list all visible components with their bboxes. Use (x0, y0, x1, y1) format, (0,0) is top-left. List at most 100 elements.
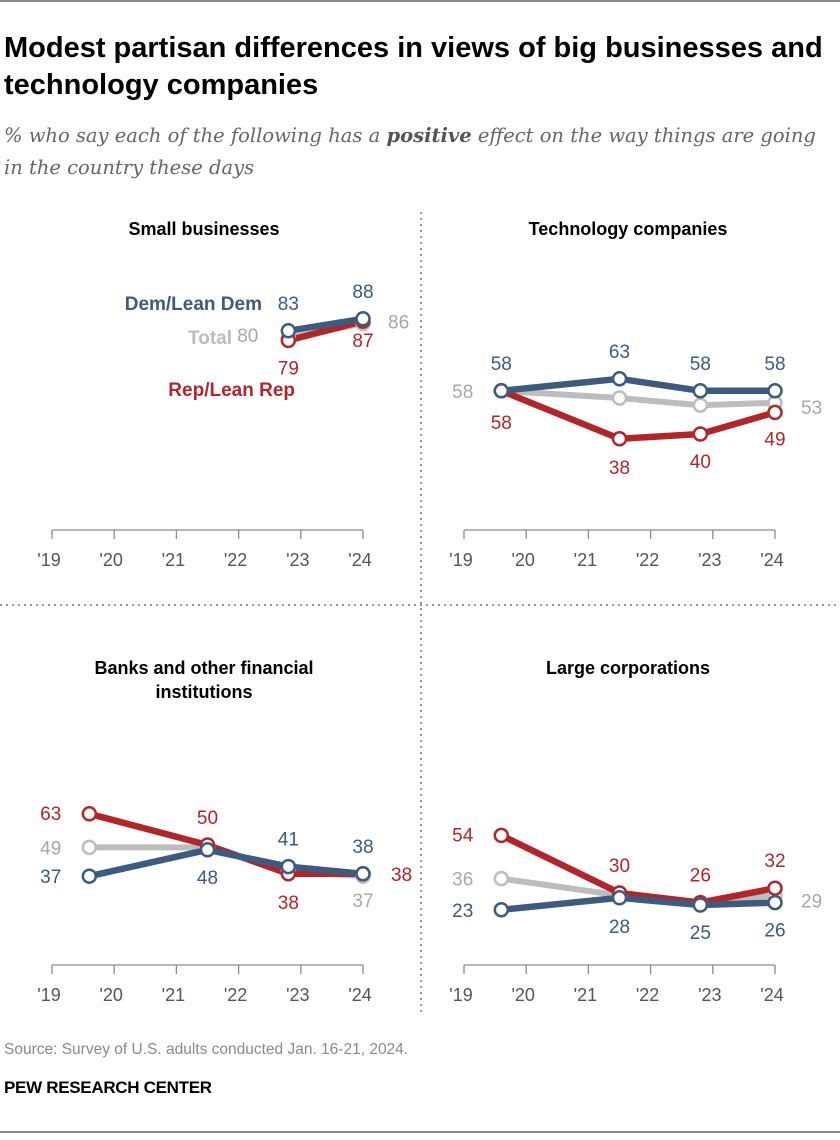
data-point-dem (767, 894, 783, 911)
data-point-dem (280, 323, 297, 339)
data-label-dem: 63 (609, 342, 630, 363)
data-label-dem: 38 (352, 837, 373, 858)
data-label-rep: 49 (764, 429, 785, 450)
data-point-total (692, 397, 709, 413)
data-label-total: 58 (452, 382, 473, 403)
data-label-dem: 37 (40, 867, 61, 888)
legend-label-dem: Dem/Lean Dem (125, 294, 262, 315)
data-label-rep: 30 (609, 856, 630, 877)
panel-title-technology-companies: Technology companies (528, 219, 728, 239)
series-line-rep (287, 318, 364, 344)
data-point-dem (81, 868, 98, 884)
data-label-dem: 58 (690, 354, 711, 375)
panel-title-banks: Banks and other financial institutions (14, 656, 394, 704)
panel-title-banks-text: Banks and other financial institutions (94, 658, 314, 702)
bottom-rule (0, 1131, 840, 1133)
data-point-rep (767, 880, 783, 896)
data-label-total: 80 (237, 326, 258, 347)
series-line-dem (287, 315, 364, 335)
data-label-total: 53 (801, 398, 822, 419)
x-tick-label: '22 (636, 985, 659, 1005)
series-line-dem (500, 375, 775, 395)
x-tick-label: '22 (224, 985, 247, 1005)
series-line-rep (500, 387, 776, 443)
data-point-dem (355, 866, 371, 882)
x-tick-label: '24 (760, 550, 783, 570)
data-label-dem: 58 (764, 354, 785, 375)
data-label-dem: 83 (278, 294, 299, 315)
data-label-rep: 50 (197, 808, 218, 829)
x-tick-label: '24 (348, 550, 371, 570)
panel-title-small-businesses: Small businesses (128, 219, 280, 239)
data-label-dem: 26 (764, 921, 785, 942)
chart-title: Modest partisan differences in views of … (4, 32, 823, 101)
x-tick-label: '19 (449, 985, 472, 1005)
subtitle-text: % who say each of the following has a (4, 124, 387, 147)
data-label-rep: 38 (278, 893, 299, 914)
data-label-rep: 79 (278, 358, 299, 379)
subtitle-text-end: effect on the way things are going in th… (4, 124, 816, 179)
data-label-dem: 25 (690, 923, 711, 944)
data-point-total (493, 870, 510, 887)
data-label-rep: 54 (452, 825, 474, 846)
brand-logo-text: PEW RESEARCH CENTER (4, 1078, 212, 1097)
x-tick-label: '20 (511, 550, 534, 570)
data-point-dem (692, 897, 709, 913)
x-tick-label: '21 (574, 985, 597, 1005)
x-tick-label: '21 (574, 550, 597, 570)
x-tick-label: '22 (224, 550, 247, 570)
data-label-dem: 58 (491, 354, 512, 375)
subtitle-emphasis: positive (386, 124, 472, 147)
data-label-dem: 41 (278, 830, 299, 851)
x-tick-label: '23 (698, 550, 721, 570)
x-tick-label: '20 (99, 550, 122, 570)
data-label-dem: 48 (197, 868, 218, 889)
data-label-rep: 87 (352, 331, 373, 352)
data-label-total: 37 (352, 891, 373, 912)
data-label-rep: 58 (491, 413, 512, 434)
x-tick-label: '23 (286, 985, 309, 1005)
data-point-dem (611, 890, 628, 906)
data-point-total (611, 390, 628, 406)
data-label-total: 36 (452, 870, 473, 891)
x-tick-label: '23 (286, 550, 309, 570)
data-point-rep (493, 827, 510, 844)
data-label-rep: 38 (609, 458, 630, 479)
data-label-total: 29 (801, 891, 822, 912)
data-label-dem: 88 (352, 282, 373, 303)
data-point-rep (81, 806, 98, 822)
source-note: Source: Survey of U.S. adults conducted … (4, 1041, 409, 1058)
x-tick-label: '24 (760, 985, 783, 1005)
data-label-rep: 38 (391, 865, 412, 886)
x-tick-label: '20 (99, 985, 122, 1005)
data-point-rep (767, 404, 783, 421)
legend-label-rep: Rep/Lean Rep (168, 380, 295, 401)
data-label-total: 49 (40, 838, 61, 859)
data-point-dem (611, 371, 628, 387)
chart-subtitle: % who say each of the following has a po… (4, 120, 834, 184)
data-point-rep (692, 426, 709, 442)
data-label-dem: 23 (452, 901, 473, 922)
x-tick-label: '21 (162, 985, 185, 1005)
panel-title-large-corporations: Large corporations (545, 658, 711, 678)
series-line-rep (499, 832, 776, 906)
data-point-dem (767, 383, 783, 399)
data-label-dem: 28 (609, 917, 630, 938)
data-point-total (81, 839, 98, 856)
data-point-dem (692, 383, 709, 399)
data-label-rep: 40 (690, 452, 711, 473)
x-tick-label: '20 (511, 985, 534, 1005)
x-tick-label: '22 (636, 550, 659, 570)
x-tick-label: '19 (449, 550, 472, 570)
x-tick-label: '24 (348, 985, 371, 1005)
x-tick-label: '19 (37, 985, 60, 1005)
legend-label-total: Total (188, 328, 232, 349)
data-point-dem (280, 858, 297, 875)
data-label-rep: 26 (690, 866, 711, 887)
data-point-dem (355, 311, 371, 327)
data-label-rep: 63 (40, 804, 61, 825)
data-point-dem (199, 842, 216, 858)
data-point-dem (493, 383, 510, 399)
top-rule (0, 0, 840, 2)
